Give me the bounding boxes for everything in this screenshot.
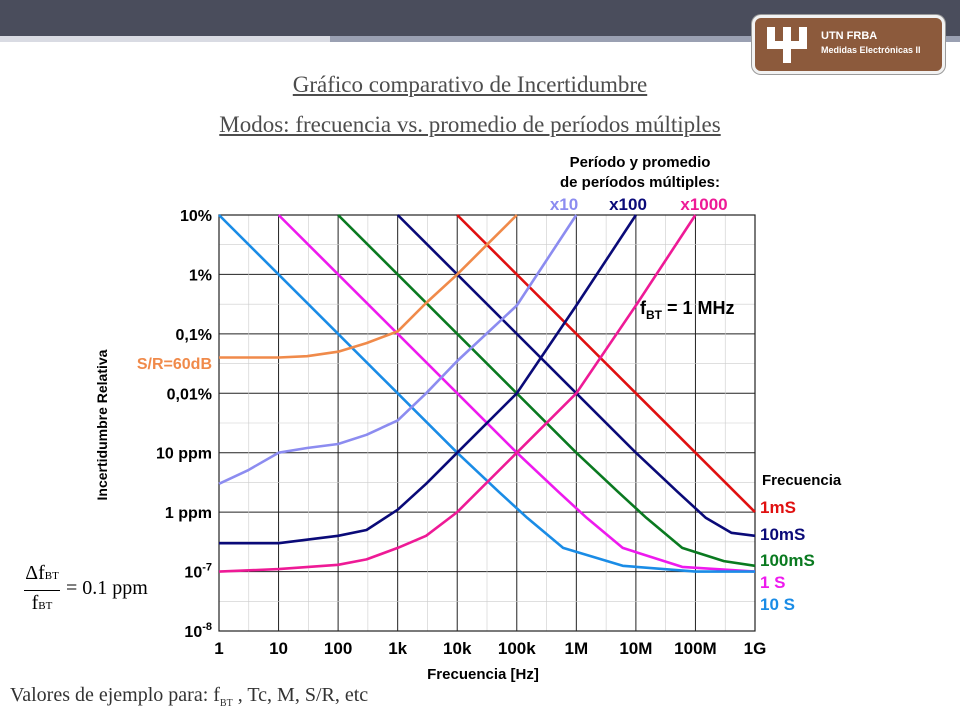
x-tick-label: 1G (744, 639, 767, 658)
x-tick-label: 100k (498, 639, 536, 658)
x-tick-label: 10M (619, 639, 652, 658)
formula-denominator: fBT (31, 592, 53, 614)
page-subtitle: Modos: frecuencia vs. promedio de períod… (219, 112, 721, 137)
x-tick-label: 100 (324, 639, 352, 658)
period-legend-title-2: de períodos múltiples: (560, 174, 720, 191)
page-title: Gráfico comparativo de Incertidumbre (292, 72, 648, 97)
x-tick-label: 1 (214, 639, 223, 658)
series-line (456, 214, 756, 514)
utn-logo-icon (767, 27, 807, 63)
series-line (219, 214, 637, 545)
footer-note: Valores de ejemplo para: fBT , Tc, M, S/… (10, 684, 369, 709)
x-tick-label: 1k (388, 639, 407, 658)
y-tick-label: 1% (189, 267, 212, 284)
period-legend-item: x100 (609, 195, 647, 214)
series-line (218, 214, 697, 573)
y-tick-label: 0,01% (167, 386, 212, 403)
gate-legend-item: 100mS (760, 551, 815, 570)
y-tick-label: 10% (180, 208, 212, 225)
gate-legend-item: 1mS (760, 498, 796, 517)
y-tick-label: 0,1% (176, 327, 212, 344)
series-line (337, 214, 756, 568)
x-tick-label: 100M (674, 639, 717, 658)
y-tick-label: 10-8 (184, 621, 212, 641)
period-legend-item: x10 (550, 195, 578, 214)
top-bar-stripe (0, 36, 960, 42)
formula-rhs: = 0.1 ppm (66, 577, 148, 599)
y-tick-label: 10 ppm (156, 446, 212, 463)
chart-labels: 1 10 100 1k 10k 100k 1M 10M 100M 1G 10% 1% 0,1% 0,01%… (94, 154, 842, 683)
gate-legend-title: Frecuencia (762, 472, 842, 489)
series-line (218, 214, 578, 485)
x-tick-label: 1M (565, 639, 589, 658)
logo-line2: Medidas Electrónicas II (821, 45, 921, 55)
x-tick-label: 10k (443, 639, 472, 658)
sr-label: S/R=60dB (137, 356, 212, 373)
formula-fraction-bar (24, 590, 60, 591)
x-axis-title: Frecuencia [Hz] (427, 666, 539, 683)
period-legend-title-1: Período y promedio (570, 154, 711, 171)
x-tick-label: 10 (269, 639, 288, 658)
chart-series (218, 214, 756, 573)
series-line (396, 214, 756, 538)
plot-frame (218, 214, 756, 632)
series-line (219, 214, 518, 359)
logo-line1: UTN FRBA (821, 30, 878, 42)
series-line (218, 214, 755, 573)
top-bar-accent (0, 36, 330, 42)
gate-legend-item: 1 S (760, 573, 786, 592)
y-tick-label: 1 ppm (165, 505, 212, 522)
fbt-annotation: fBT = 1 MHz (640, 298, 735, 322)
utn-logo: UTN FRBA Medidas Electrónicas II (752, 15, 945, 74)
y-axis-title: Incertidumbre Relativa (94, 349, 110, 500)
gate-legend-item: 10mS (760, 525, 805, 544)
y-tick-label: 10-7 (184, 562, 212, 582)
period-legend-item: x1000 (680, 195, 727, 214)
gate-legend-item: 10 S (760, 595, 795, 614)
formula-numerator: ΔfBT (25, 562, 59, 584)
